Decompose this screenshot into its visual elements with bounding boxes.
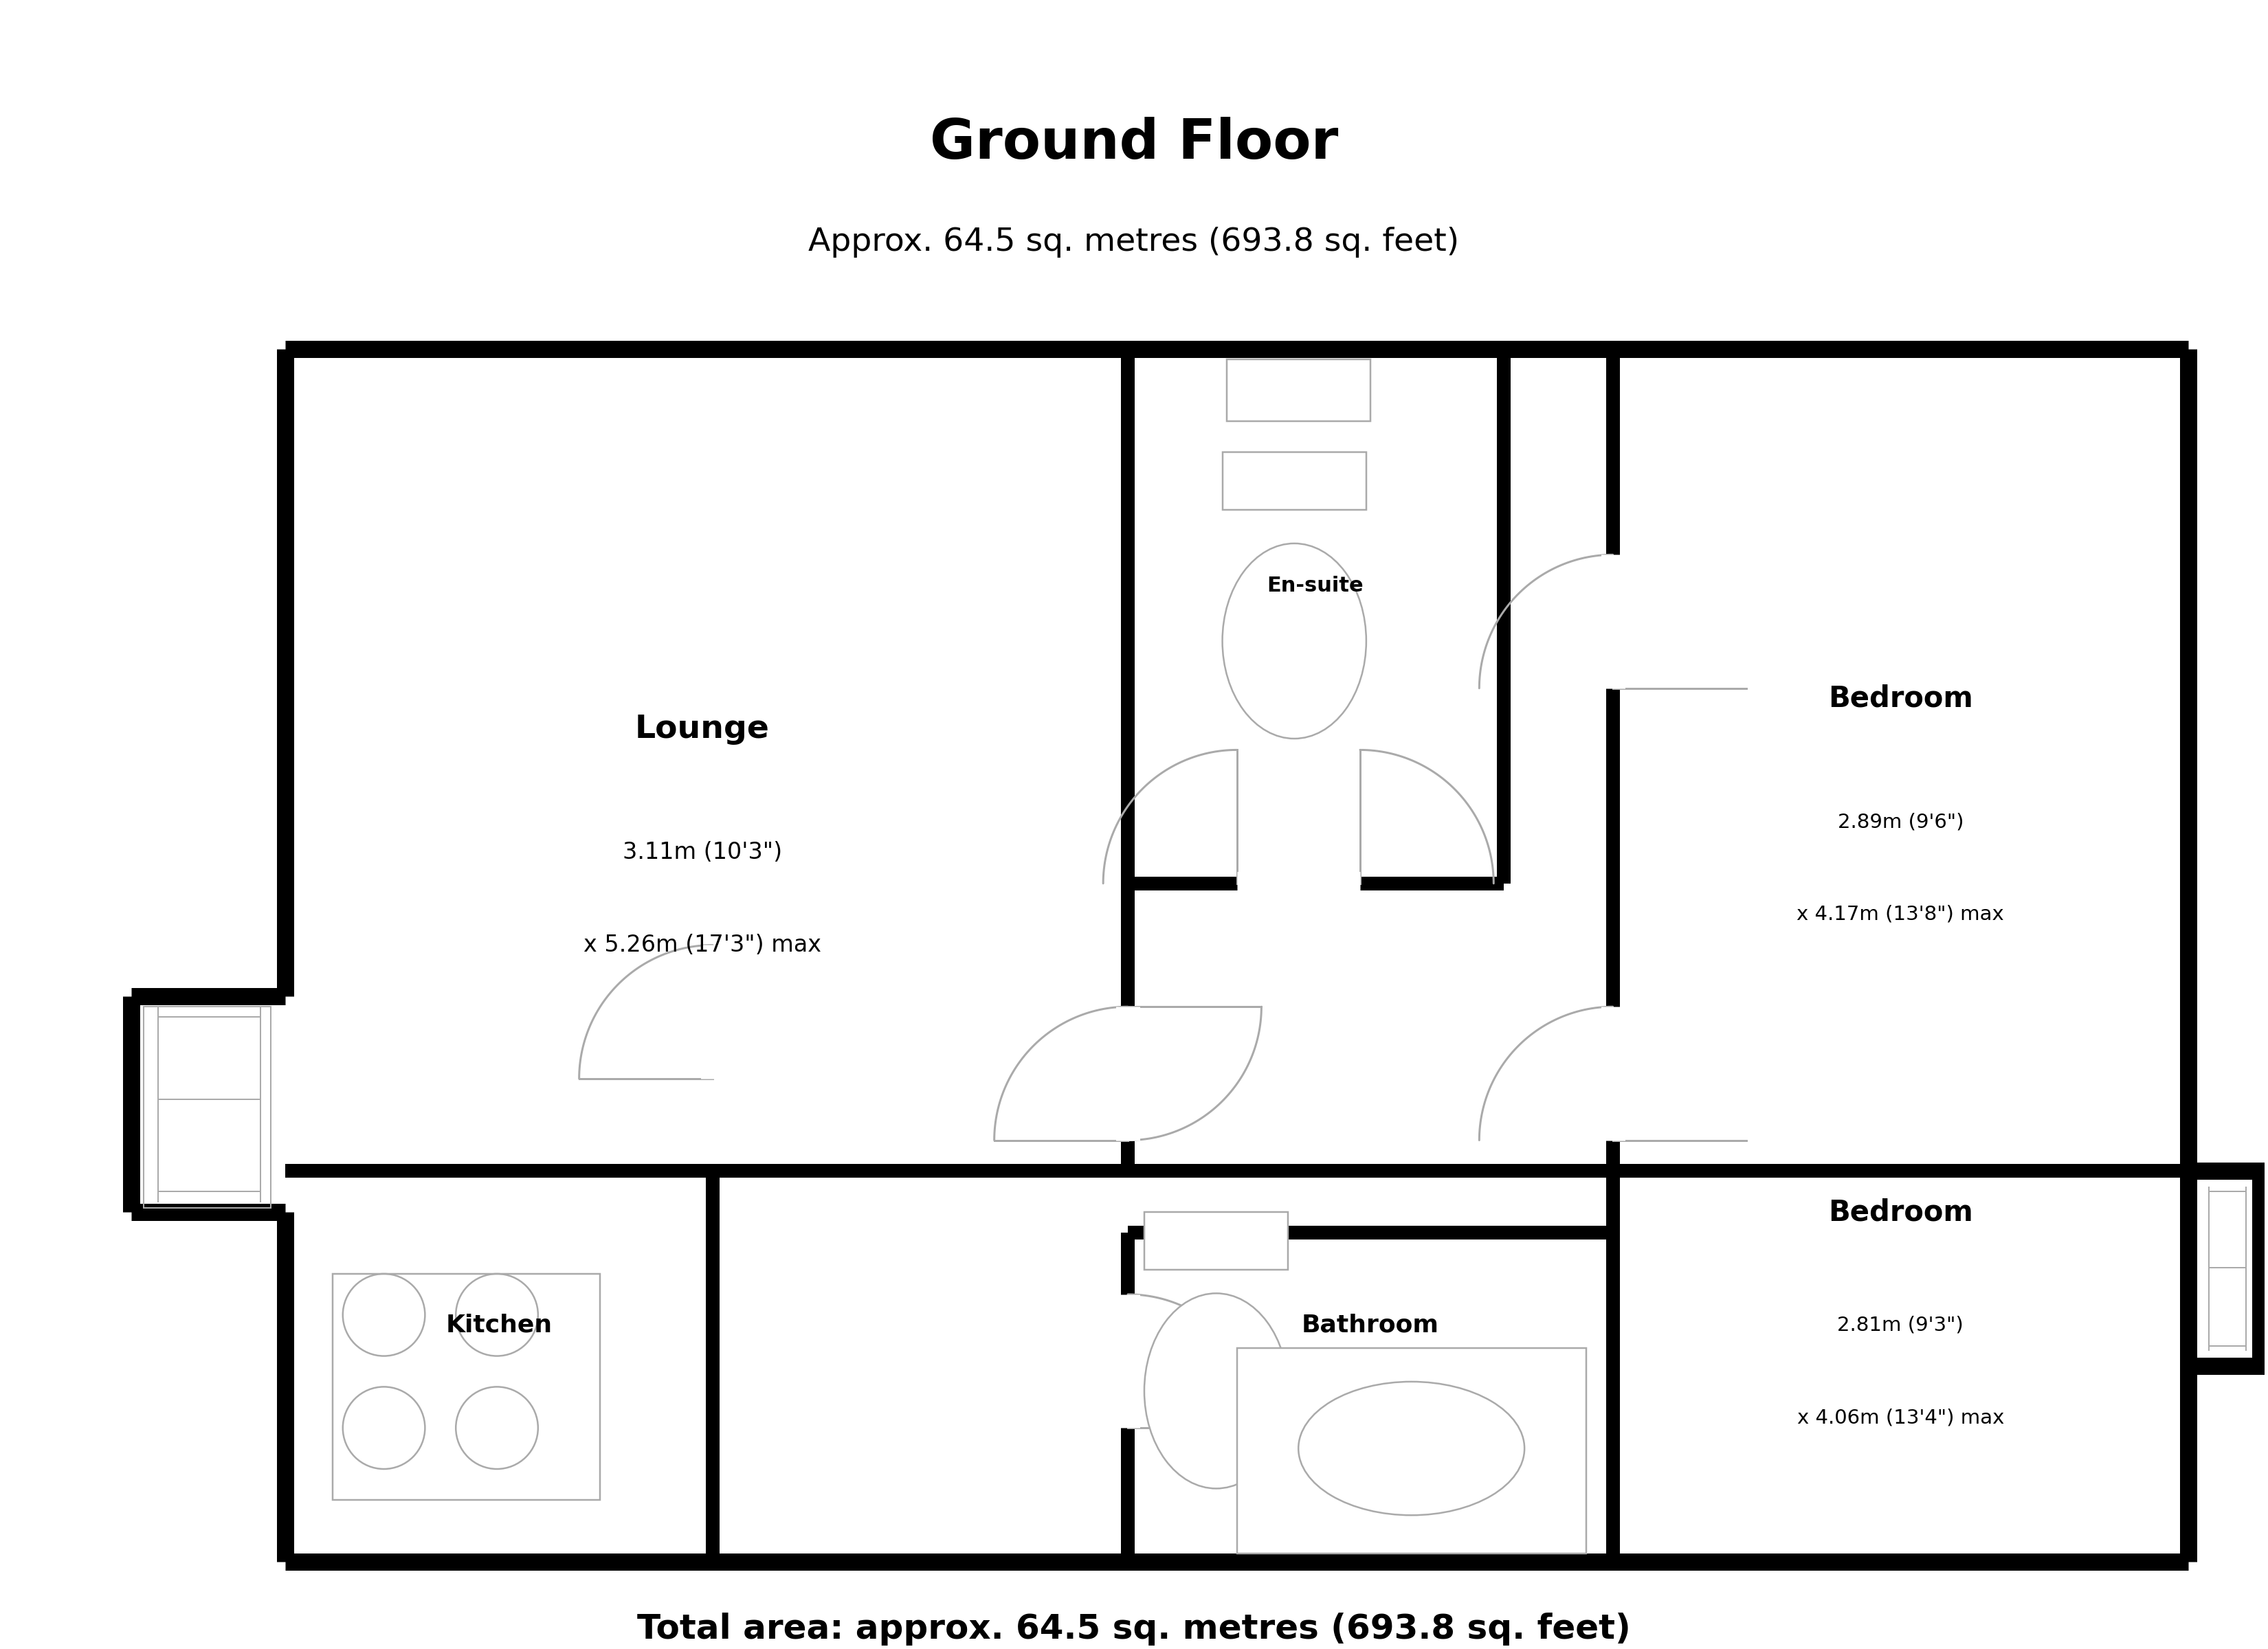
Bar: [333, 1273, 599, 1501]
Bar: [1222, 452, 1365, 510]
Text: Bedroom: Bedroom: [1828, 684, 1973, 712]
Text: x 5.26m (17'3") max: x 5.26m (17'3") max: [583, 933, 821, 956]
Bar: [1145, 1212, 1288, 1270]
Bar: [1236, 1347, 1585, 1553]
Text: x 4.06m (13'4") max: x 4.06m (13'4") max: [1796, 1408, 2005, 1428]
Text: Bedroom: Bedroom: [1828, 1197, 1973, 1227]
Text: 2.81m (9'3"): 2.81m (9'3"): [1837, 1316, 1964, 1334]
Text: x 4.17m (13'8") max: x 4.17m (13'8") max: [1796, 905, 2005, 923]
Text: Bathroom: Bathroom: [1302, 1314, 1440, 1337]
Text: Lounge: Lounge: [635, 714, 769, 745]
Text: Kitchen: Kitchen: [447, 1314, 553, 1337]
Text: Ground Floor: Ground Floor: [930, 117, 1338, 170]
Text: En-suite: En-suite: [1266, 576, 1363, 595]
Text: 3.11m (10'3"): 3.11m (10'3"): [624, 841, 782, 864]
Ellipse shape: [1145, 1293, 1288, 1489]
Ellipse shape: [1222, 544, 1365, 739]
Text: Total area: approx. 64.5 sq. metres (693.8 sq. feet): Total area: approx. 64.5 sq. metres (693…: [637, 1613, 1631, 1646]
Text: 2.89m (9'6"): 2.89m (9'6"): [1837, 813, 1964, 831]
Bar: [1227, 359, 1370, 420]
Text: Approx. 64.5 sq. metres (693.8 sq. feet): Approx. 64.5 sq. metres (693.8 sq. feet): [807, 228, 1461, 257]
